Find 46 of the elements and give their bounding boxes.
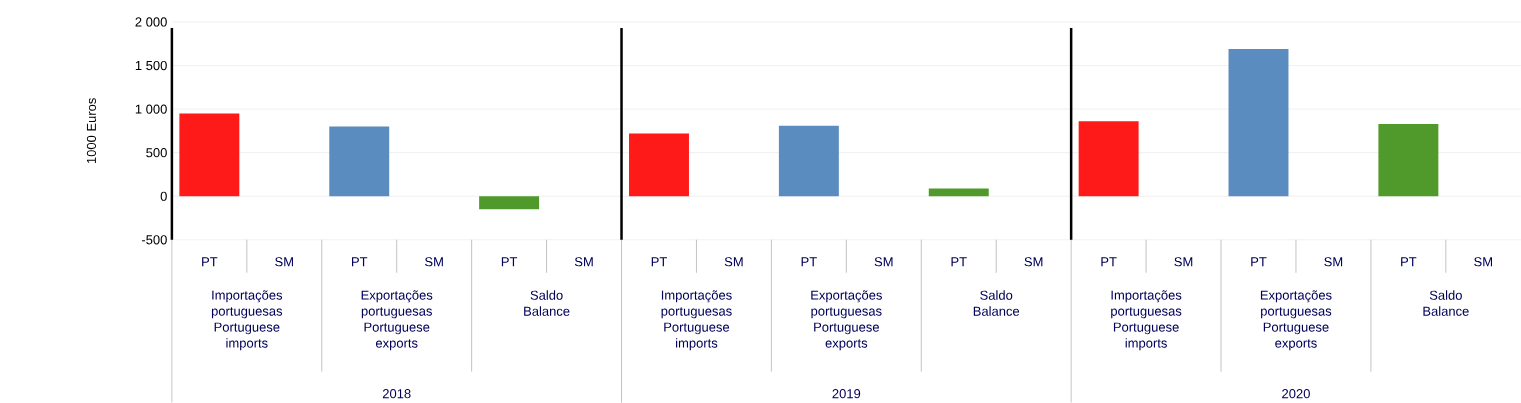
text: Exportações portuguesas Portuguese exports	[361, 290, 433, 351]
x-tick-label: PT	[1251, 257, 1267, 267]
x-tick-label: PT	[651, 257, 667, 267]
bar	[329, 126, 390, 197]
x-tick-label: PT	[951, 257, 967, 267]
bar	[479, 196, 540, 210]
bar	[1078, 121, 1139, 197]
x-tick-label: SM	[1024, 257, 1043, 267]
x-tick-label: SM	[874, 257, 893, 267]
x-tick-label: PT	[202, 257, 218, 267]
x-tick-label: PT	[352, 257, 368, 267]
bar	[778, 125, 839, 197]
y-tick-label: 500	[146, 148, 167, 158]
bar	[1378, 123, 1439, 197]
x-tick-label: PT	[801, 257, 817, 267]
x-tick-label: SM	[1174, 257, 1193, 267]
text: Exportações portuguesas Portuguese exports	[1260, 290, 1332, 351]
x-tick-label: SM	[275, 257, 293, 267]
y-tick-label: -500	[141, 235, 167, 245]
bar	[629, 133, 689, 197]
x-tick-label: PT	[501, 257, 518, 267]
text: Importações portuguesas Portuguese imports	[661, 290, 732, 351]
text: Importações portuguesas Portuguese imports	[1111, 290, 1182, 351]
x-tick-label: SM	[1324, 257, 1343, 267]
x-tick-label: SM	[724, 257, 743, 267]
x-tick-label: PT	[1101, 257, 1117, 267]
bar	[1228, 49, 1289, 197]
y-tick-label: 0	[160, 191, 167, 201]
text: Saldo Balance	[1423, 290, 1469, 316]
bar	[179, 113, 240, 197]
x-tick-label: SM	[574, 257, 593, 267]
text: 2019	[832, 389, 861, 399]
y-tick-label: 1 000	[135, 104, 167, 114]
text: Saldo Balance	[973, 290, 1020, 316]
y-tick-label: 1 500	[135, 61, 167, 71]
x-tick-label: SM	[425, 257, 443, 267]
text: Exportações portuguesas Portuguese exports	[811, 290, 882, 351]
x-tick-label: PT	[1401, 257, 1417, 267]
y-axis-title: 1000 Euros	[86, 98, 97, 164]
text: 2018	[382, 389, 411, 399]
text: Importações portuguesas Portuguese imports	[211, 290, 283, 351]
text: 2020	[1282, 389, 1310, 399]
x-tick-label: SM	[1474, 257, 1492, 267]
text: Saldo Balance	[524, 290, 570, 316]
bar	[928, 188, 989, 197]
y-tick-label: 2 000	[135, 17, 167, 27]
